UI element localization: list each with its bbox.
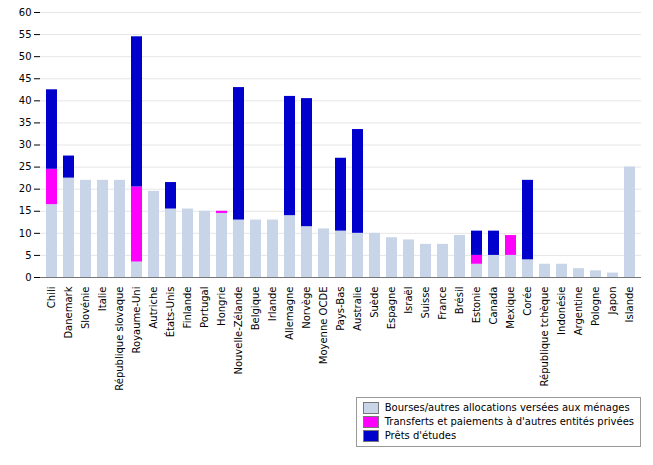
svg-text:République slovaque: République slovaque [114, 287, 125, 391]
svg-text:Autriche: Autriche [148, 287, 159, 329]
svg-text:Suède: Suède [369, 287, 380, 318]
svg-text:Espagne: Espagne [386, 287, 397, 330]
svg-text:Chili: Chili [46, 287, 57, 309]
html-text:Transferts et paiements à d'au: Transferts et paiements à d'autres entit… [384, 416, 634, 427]
svg-text:Estonie: Estonie [471, 287, 482, 324]
svg-text:France: France [437, 287, 448, 320]
svg-text:République tchèque: République tchèque [539, 287, 550, 387]
svg-text:5: 5 [25, 250, 31, 261]
svg-text:Islande: Islande [624, 287, 635, 323]
svg-text:Brésil: Brésil [454, 287, 465, 315]
svg-text:20: 20 [19, 183, 32, 194]
svg-text:Belgique: Belgique [250, 287, 261, 331]
svg-text:Canada: Canada [488, 287, 499, 325]
svg-text:Pays-Bas: Pays-Bas [335, 287, 346, 331]
svg-text:Suisse: Suisse [420, 287, 431, 319]
svg-text:55: 55 [19, 29, 32, 40]
svg-text:Allemagne: Allemagne [284, 287, 295, 340]
svg-text:10: 10 [19, 228, 32, 239]
svg-text:60: 60 [19, 7, 32, 18]
svg-text:0: 0 [25, 272, 31, 283]
svg-text:15: 15 [19, 205, 32, 216]
svg-text:Indonésie: Indonésie [556, 287, 567, 335]
html-text:Prêts d'études: Prêts d'études [384, 430, 457, 441]
svg-text:35: 35 [19, 117, 32, 128]
svg-text:40: 40 [19, 95, 32, 106]
svg-text:30: 30 [19, 139, 32, 150]
svg-text:Corée: Corée [522, 287, 533, 316]
svg-text:25: 25 [19, 161, 32, 172]
svg-text:Moyenne OCDE: Moyenne OCDE [318, 287, 329, 365]
svg-text:Danemark: Danemark [63, 286, 74, 338]
svg-text:50: 50 [19, 51, 32, 62]
svg-text:Israël: Israël [403, 287, 414, 314]
svg-text:Slovénie: Slovénie [80, 287, 91, 330]
svg-text:Portugal: Portugal [199, 287, 210, 328]
svg-text:Mexique: Mexique [505, 287, 516, 329]
svg-text:Australie: Australie [352, 287, 363, 331]
svg-text:Argentine: Argentine [573, 287, 584, 336]
svg-text:Norvège: Norvège [301, 287, 312, 329]
svg-text:États-Unis: États-Unis [164, 287, 176, 338]
svg-text:Nouvelle-Zélande: Nouvelle-Zélande [233, 287, 244, 375]
svg-text:Italie: Italie [97, 287, 108, 312]
svg-text:Finlande: Finlande [182, 287, 193, 329]
svg-text:Hongrie: Hongrie [216, 287, 227, 326]
svg-text:Irlande: Irlande [267, 287, 278, 322]
svg-text:45: 45 [19, 73, 32, 84]
svg-text:Pologne: Pologne [590, 287, 601, 327]
svg-text:Royaume-Uni: Royaume-Uni [131, 287, 142, 354]
html-text:Bourses/autres allocations ver: Bourses/autres allocations versées aux m… [384, 402, 630, 413]
svg-text:Japon: Japon [607, 287, 618, 316]
